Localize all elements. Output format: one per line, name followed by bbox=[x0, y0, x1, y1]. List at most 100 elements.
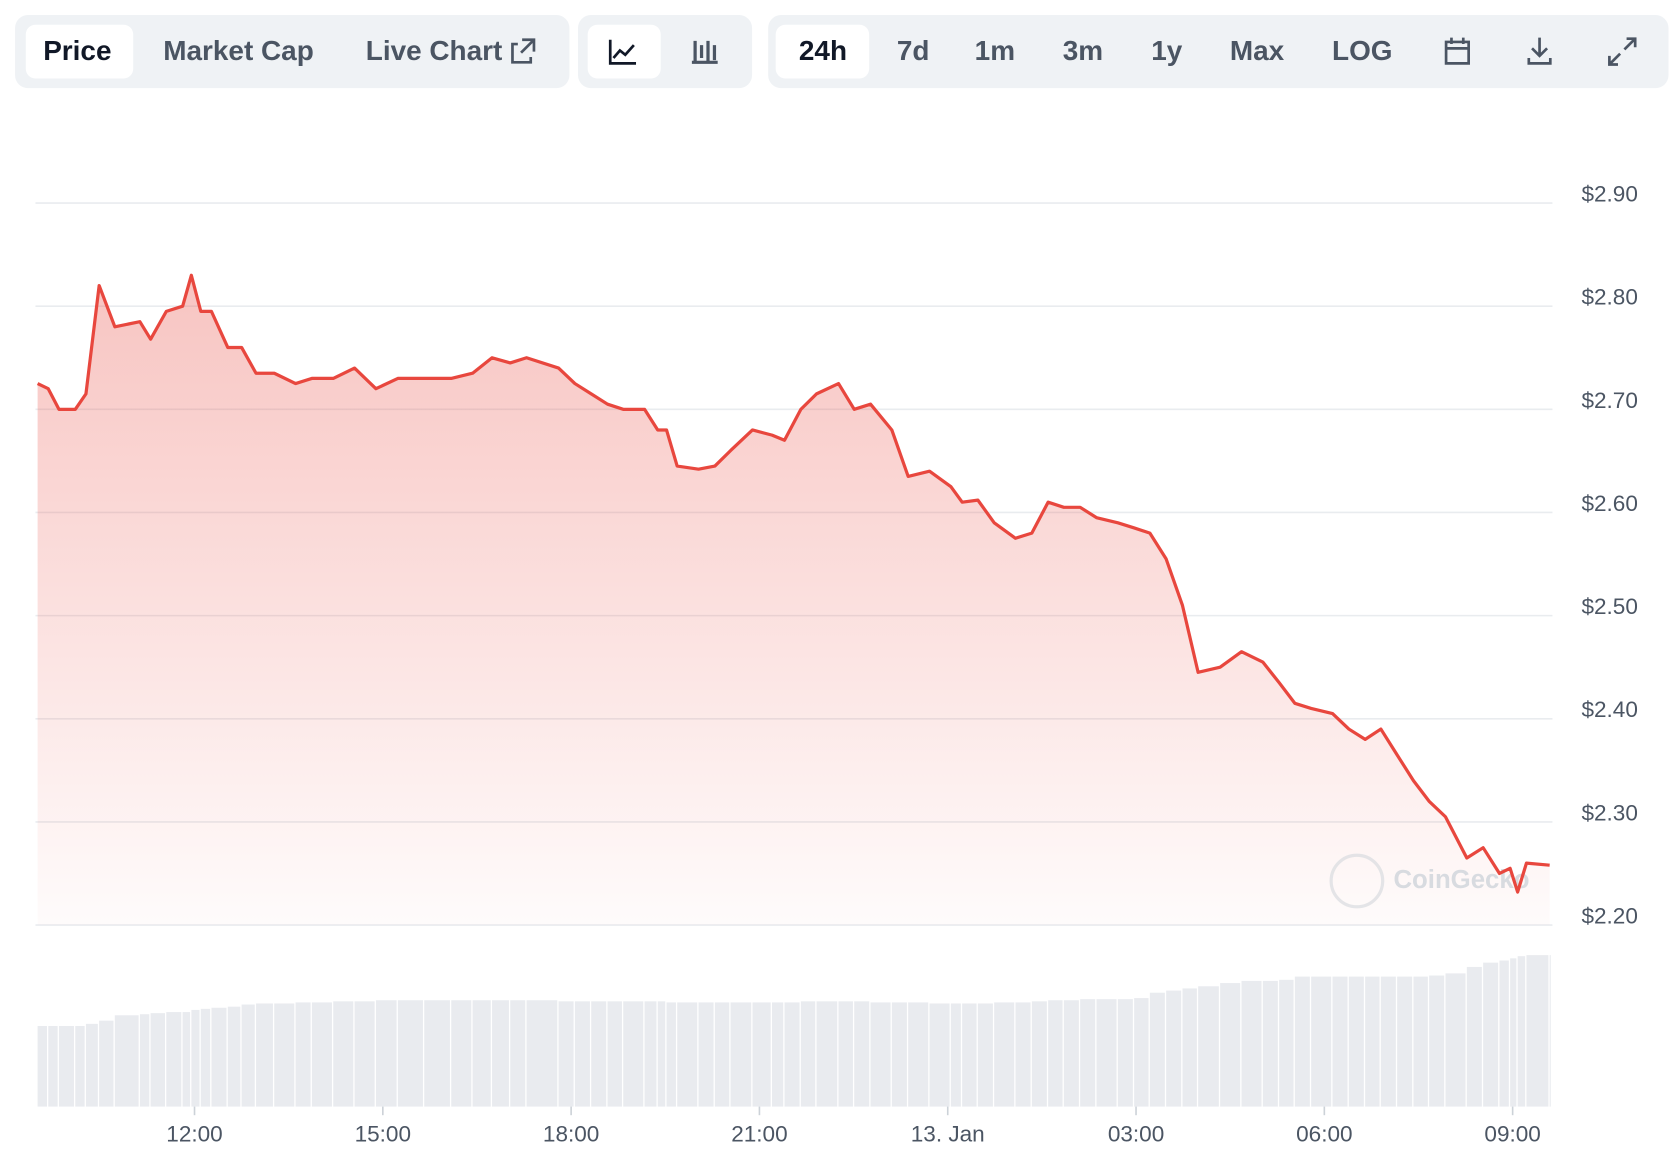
volume-bar bbox=[977, 1003, 993, 1107]
volume-bar bbox=[816, 1001, 838, 1107]
volume-bar bbox=[1134, 998, 1149, 1107]
volume-bar bbox=[200, 1008, 211, 1107]
volume-bar bbox=[1063, 1000, 1079, 1107]
volume-bar bbox=[1348, 976, 1364, 1107]
volume-bar bbox=[37, 1026, 47, 1107]
range[interactable]: Max bbox=[1230, 35, 1285, 66]
download-icon[interactable] bbox=[1527, 37, 1552, 65]
volume-bar bbox=[1445, 973, 1466, 1107]
volume-bar bbox=[1517, 956, 1526, 1107]
volume-bar bbox=[1279, 979, 1294, 1107]
volume-bar bbox=[698, 1002, 714, 1107]
volume-bar bbox=[150, 1013, 165, 1107]
volume-bar bbox=[870, 1002, 891, 1107]
volume-bar bbox=[1198, 986, 1219, 1107]
volume-bar bbox=[838, 1001, 853, 1107]
volume-bar bbox=[1413, 976, 1428, 1107]
volume-bar bbox=[1332, 976, 1348, 1107]
volume-bar bbox=[1241, 980, 1262, 1107]
range[interactable]: 3m bbox=[1063, 35, 1103, 66]
volume-bar bbox=[1166, 990, 1182, 1107]
volume-bar bbox=[354, 1001, 375, 1107]
volume-bar bbox=[666, 1002, 676, 1107]
y-tick-label: $2.50 bbox=[1581, 594, 1637, 619]
volume-bar bbox=[375, 1000, 397, 1107]
tab[interactable]: Price bbox=[43, 35, 111, 66]
range[interactable]: 1y bbox=[1151, 35, 1183, 66]
volume-bar bbox=[99, 1020, 114, 1107]
tab-group bbox=[15, 15, 570, 89]
volume-bar bbox=[472, 1000, 491, 1107]
y-tick-label: $2.60 bbox=[1581, 491, 1637, 516]
volume-bar bbox=[854, 1001, 870, 1107]
volume-bar bbox=[994, 1002, 1015, 1107]
volume-bar bbox=[591, 1001, 607, 1107]
x-tick-label: 15:00 bbox=[355, 1122, 411, 1147]
volume-bar bbox=[1311, 976, 1332, 1107]
range[interactable]: 1m bbox=[975, 35, 1015, 66]
volume-bar bbox=[1080, 999, 1096, 1107]
fullscreen-icon[interactable] bbox=[1608, 37, 1637, 66]
volume-bar bbox=[1526, 955, 1549, 1107]
volume-bar bbox=[908, 1002, 929, 1107]
volume-bar bbox=[85, 1023, 98, 1107]
volume-bar bbox=[1549, 955, 1551, 1107]
volume-bar bbox=[623, 1001, 644, 1107]
range-active bbox=[775, 24, 870, 79]
volume-bar bbox=[644, 1001, 657, 1107]
volume-bar bbox=[241, 1004, 255, 1107]
y-tick-label: $2.70 bbox=[1581, 388, 1637, 413]
x-tick-label: 06:00 bbox=[1296, 1122, 1352, 1147]
tab[interactable]: Live Chart bbox=[366, 35, 503, 66]
range[interactable]: 24h bbox=[799, 35, 847, 66]
x-tick-label: 21:00 bbox=[731, 1122, 787, 1147]
price-area bbox=[37, 275, 1550, 926]
volume-bar bbox=[1262, 980, 1278, 1107]
y-tick-label: $2.90 bbox=[1581, 181, 1637, 206]
volume-bar bbox=[166, 1012, 182, 1107]
volume-bar bbox=[1182, 988, 1197, 1107]
range[interactable]: 7d bbox=[897, 35, 930, 66]
volume-bar bbox=[1048, 1000, 1063, 1107]
volume-bar bbox=[929, 1003, 950, 1107]
volume-bar bbox=[752, 1002, 771, 1107]
volume-bar bbox=[1294, 976, 1310, 1107]
volume-bar bbox=[295, 1002, 311, 1107]
candle-icon[interactable] bbox=[691, 40, 718, 64]
volume-bar bbox=[784, 1002, 800, 1107]
volume-bar bbox=[424, 1000, 450, 1107]
y-tick-label: $2.20 bbox=[1581, 903, 1637, 928]
y-tick-label: $2.40 bbox=[1581, 697, 1637, 722]
range-group bbox=[768, 15, 1669, 89]
chart-type-active bbox=[587, 24, 661, 79]
volume-bar bbox=[1365, 976, 1380, 1107]
volume-bar bbox=[526, 1000, 558, 1107]
volume-bar bbox=[962, 1003, 977, 1107]
volume-bar bbox=[950, 1003, 961, 1107]
price-line bbox=[36, 273, 1550, 894]
volume-bar bbox=[1499, 960, 1509, 1107]
x-tick-label: 12:00 bbox=[166, 1122, 222, 1147]
volume-bar bbox=[492, 1000, 509, 1107]
volume-bar bbox=[139, 1014, 150, 1107]
volume-bar bbox=[1015, 1002, 1031, 1107]
volume-bar bbox=[211, 1007, 227, 1107]
tab[interactable]: Market Cap bbox=[163, 35, 314, 66]
range[interactable]: LOG bbox=[1332, 35, 1393, 66]
volume-bar bbox=[1380, 976, 1396, 1107]
volume-bar bbox=[333, 1001, 354, 1107]
volume-bar bbox=[800, 1001, 816, 1107]
volume-bar bbox=[771, 1002, 784, 1107]
volume-bar bbox=[1429, 975, 1445, 1107]
x-tick-label: 03:00 bbox=[1108, 1122, 1164, 1147]
volume-bar bbox=[1149, 992, 1165, 1107]
volume-bar bbox=[256, 1003, 273, 1107]
volume-bar bbox=[677, 1002, 698, 1107]
calendar-icon[interactable] bbox=[1444, 37, 1470, 65]
volume-bar bbox=[48, 1026, 58, 1107]
volume-bar bbox=[311, 1002, 332, 1107]
line-icon[interactable] bbox=[608, 39, 637, 65]
volume-bar bbox=[1510, 958, 1517, 1107]
volume-bar bbox=[397, 1000, 423, 1107]
x-tick-label: 09:00 bbox=[1484, 1122, 1540, 1147]
